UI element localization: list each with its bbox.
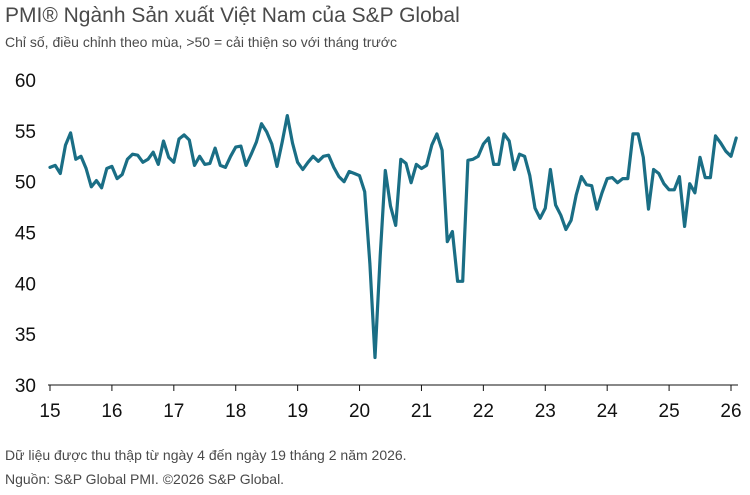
x-tick-label: 22	[473, 401, 494, 422]
x-tick-label: 18	[225, 401, 246, 422]
data-collection-note: Dữ liệu được thu thập từ ngày 4 đến ngày…	[5, 447, 407, 463]
y-tick-label: 50	[15, 173, 36, 194]
x-tick-label: 16	[101, 401, 122, 422]
x-tick-label: 21	[411, 401, 432, 422]
x-axis-ticks: 15 16 17 18 19 20 21 22 23 24 25 26	[39, 401, 741, 422]
y-tick-label: 35	[15, 325, 36, 346]
y-tick-label: 40	[15, 274, 36, 295]
y-axis-ticks: 30 35 40 45 50 55 60	[15, 71, 36, 397]
x-tick-label: 23	[535, 401, 556, 422]
y-tick-label: 60	[15, 71, 36, 92]
x-tick-label: 20	[349, 401, 370, 422]
pmi-series-line	[48, 114, 738, 360]
source-note: Nguồn: S&P Global PMI. ©2026 S&P Global.	[5, 471, 285, 487]
pmi-line-chart: 30 35 40 45 50 55 60 15 16 17 18 19 20 21 22 23 24 25 26	[15, 71, 742, 422]
y-tick-label: 45	[15, 224, 36, 245]
x-tick-label: 24	[597, 401, 619, 422]
y-tick-label: 30	[15, 376, 36, 397]
x-tick-label: 25	[659, 401, 680, 422]
chart-title: PMI® Ngành Sản xuất Việt Nam của S&P Glo…	[5, 4, 460, 27]
x-tick-label: 15	[39, 401, 60, 422]
x-tick-label: 17	[163, 401, 184, 422]
x-tick-label: 19	[287, 401, 308, 422]
chart-subtitle: Chỉ số, điều chỉnh theo mùa, >50 = cải t…	[5, 34, 397, 50]
x-axis-tickmarks	[49, 385, 732, 391]
y-tick-label: 55	[15, 122, 36, 143]
x-tick-label: 26	[720, 401, 741, 422]
